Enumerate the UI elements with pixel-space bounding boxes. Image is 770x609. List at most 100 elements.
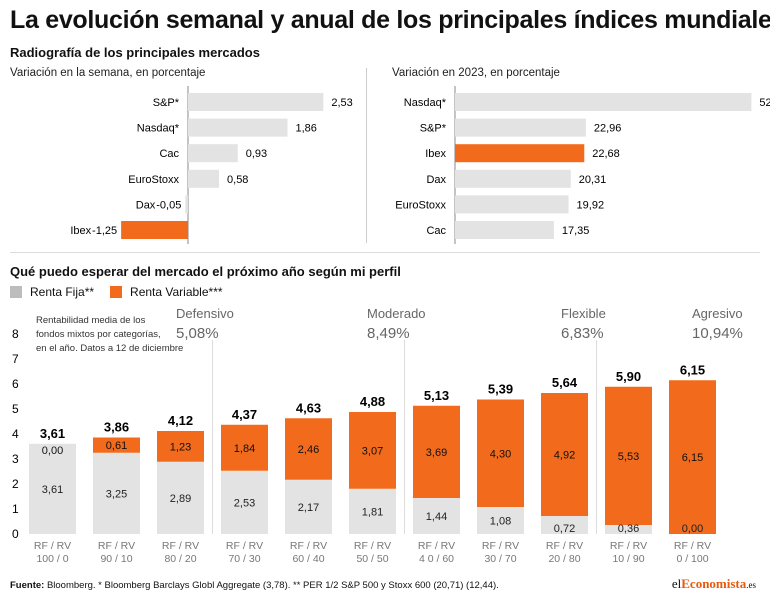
fixed-income-label: 3,61 xyxy=(42,484,63,496)
chart-note: fondos mixtos por categorías, xyxy=(36,329,161,340)
weekly-value-label: 2,53 xyxy=(331,97,352,109)
variable-income-label: 0,61 xyxy=(106,440,127,452)
yearly-category-label: Cac xyxy=(426,225,446,237)
y-tick-label: 4 xyxy=(12,427,19,441)
y-tick-label: 5 xyxy=(12,402,19,416)
weekly-chart: S&P* 2,53 Nasdaq* 1,86 Cac 0,93 EuroStoxx 0,58 D… xyxy=(70,86,353,244)
weekly-bar xyxy=(188,93,324,111)
weekly-value-label: -0,05 xyxy=(156,199,181,211)
fixed-income-bar xyxy=(541,516,588,534)
fixed-income-bar xyxy=(221,470,268,534)
category-label-line2: 70 / 30 xyxy=(228,553,260,565)
variable-income-bar xyxy=(157,431,204,462)
variable-income-label: 2,46 xyxy=(298,444,319,456)
yearly-category-label: Nasdaq* xyxy=(404,97,447,109)
variable-income-bar xyxy=(221,424,268,471)
profile-name: Flexible xyxy=(561,306,606,321)
yearly-value-label: 17,35 xyxy=(562,225,590,237)
profile-name: Moderado xyxy=(367,306,426,321)
weekly-bar xyxy=(185,195,188,214)
legend-fixed-label: Renta Fija** xyxy=(30,285,95,299)
footer-source-text: Bloomberg. * Bloomberg Barclays Globl Ag… xyxy=(44,580,499,591)
brand-logo: elEconomista.es xyxy=(672,576,756,592)
yearly-bar xyxy=(455,195,569,214)
variable-income-label: 1,23 xyxy=(170,441,191,453)
category-label-line1: RF / RV xyxy=(674,540,711,552)
profile-value: 8,49% xyxy=(367,325,410,342)
y-tick-label: 0 xyxy=(12,527,19,541)
category-label-line1: RF / RV xyxy=(482,540,519,552)
chart-note: Rentabilidad media de los xyxy=(36,315,146,326)
legend-fixed-swatch xyxy=(10,286,22,298)
fixed-income-label: 2,53 xyxy=(234,497,255,509)
total-label: 4,12 xyxy=(168,413,193,428)
variable-income-bar xyxy=(285,418,332,480)
weekly-category-label: S&P* xyxy=(153,97,180,109)
category-label-line2: 0 / 100 xyxy=(676,553,708,565)
yearly-value-label: 19,92 xyxy=(577,199,605,211)
page-title: La evolución semanal y anual de los prin… xyxy=(10,6,770,34)
section-subtitle: Radiografía de los principales mercados xyxy=(10,45,260,60)
profile-value: 5,08% xyxy=(176,325,219,342)
total-label: 5,90 xyxy=(616,369,641,384)
footer-source-label: Fuente: xyxy=(10,580,45,591)
yearly-bar xyxy=(455,144,585,163)
category-label-line2: 100 / 0 xyxy=(36,553,68,565)
variable-income-label: 6,15 xyxy=(682,452,703,464)
yearly-value-label: 22,96 xyxy=(594,123,622,135)
legend-variable-label: Renta Variable*** xyxy=(130,285,223,299)
variable-income-bar xyxy=(413,405,460,498)
section-divider xyxy=(10,252,760,253)
y-tick-label: 7 xyxy=(12,352,19,366)
y-tick-label: 8 xyxy=(12,327,19,341)
profile-chart: 0 1 2 3 4 5 6 7 8 Rentabilidad media de los fondos… xyxy=(12,306,743,565)
yearly-bar xyxy=(455,221,554,239)
fixed-income-label: 1,81 xyxy=(362,506,383,518)
yearly-value-label: 52,0 xyxy=(759,97,770,109)
weekly-category-label: Cac xyxy=(159,148,179,160)
variable-income-bar xyxy=(669,380,716,534)
yearly-chart: Nasdaq* 52,0 S&P* 22,96 Ibex 22,68 Dax 20,31 Eur… xyxy=(395,86,770,244)
yearly-value-label: 20,31 xyxy=(579,174,607,186)
category-label-line2: 30 / 70 xyxy=(484,553,516,565)
total-label: 5,13 xyxy=(424,388,449,403)
category-label-line2: 60 / 40 xyxy=(292,553,324,565)
fixed-income-label: 0,72 xyxy=(554,523,575,535)
y-tick-label: 3 xyxy=(12,452,19,466)
y-tick-label: 1 xyxy=(12,502,19,516)
total-label: 3,86 xyxy=(104,420,129,435)
total-label: 4,88 xyxy=(360,394,385,409)
fixed-income-label: 1,08 xyxy=(490,516,511,528)
weekly-value-label: 0,58 xyxy=(227,174,248,186)
weekly-chart-title: Variación en la semana, en porcentaje xyxy=(10,67,206,79)
variable-income-label: 4,30 xyxy=(490,448,511,460)
profile-name: Defensivo xyxy=(176,306,234,321)
variable-income-label: 4,92 xyxy=(554,450,575,462)
total-label: 6,15 xyxy=(680,362,705,377)
fixed-income-bar xyxy=(93,452,140,534)
total-label: 4,37 xyxy=(232,407,257,422)
weekly-value-label: 0,93 xyxy=(246,148,267,160)
fixed-income-bar xyxy=(349,488,396,534)
y-tick-label: 6 xyxy=(12,377,19,391)
category-label-line2: 90 / 10 xyxy=(100,553,132,565)
fixed-income-label: 0,36 xyxy=(618,523,639,535)
panel-divider xyxy=(366,68,367,243)
fixed-income-bar xyxy=(285,479,332,534)
variable-income-bar xyxy=(605,386,652,525)
weekly-bar xyxy=(188,169,220,188)
fixed-income-label: 0,00 xyxy=(682,523,703,535)
category-label-line2: 50 / 50 xyxy=(356,553,388,565)
variable-income-label: 3,69 xyxy=(426,447,447,459)
total-label: 3,61 xyxy=(40,426,65,441)
total-label: 5,64 xyxy=(552,375,578,390)
profile-name: Agresivo xyxy=(692,306,743,321)
y-tick-label: 2 xyxy=(12,477,19,491)
variable-income-label: 0,00 xyxy=(42,445,63,457)
brand-suffix: .es xyxy=(746,580,756,590)
category-label-line1: RF / RV xyxy=(354,540,391,552)
legend: Renta Fija** Renta Variable*** xyxy=(10,285,223,299)
total-label: 5,39 xyxy=(488,382,513,397)
category-label-line1: RF / RV xyxy=(290,540,327,552)
yearly-bar xyxy=(455,93,752,111)
